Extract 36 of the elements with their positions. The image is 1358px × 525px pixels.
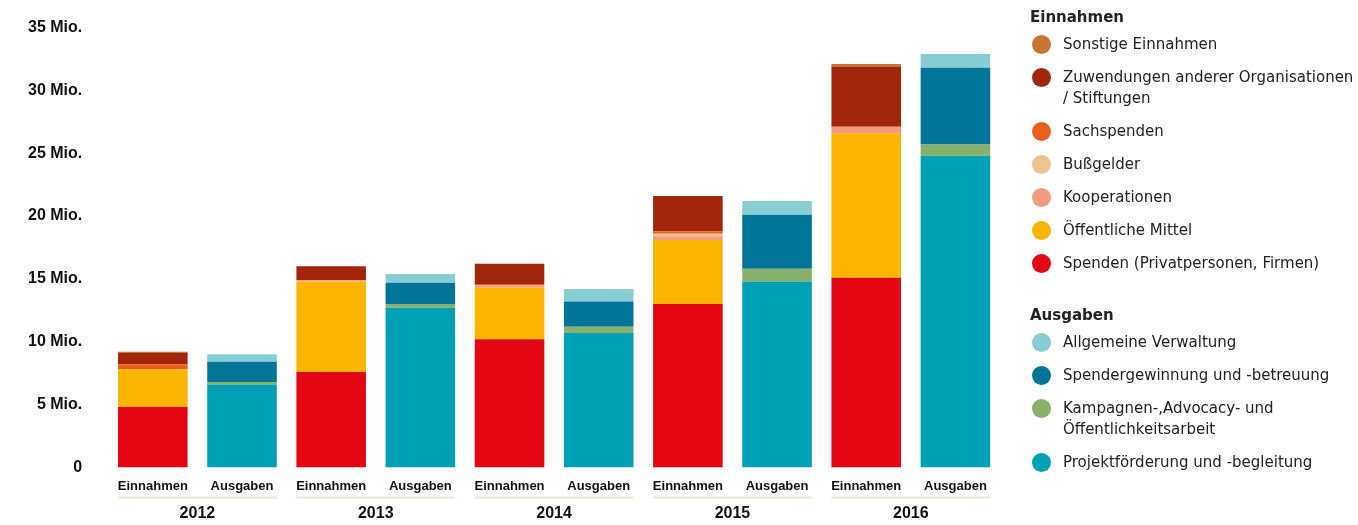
legend-label: Spenden (Privatpersonen, Firmen) (1063, 253, 1320, 274)
x-tick-label: Einnahmen (831, 477, 902, 493)
y-tick-label: 5 Mio. (36, 394, 83, 412)
legend-label: Allgemeine Verwaltung (1063, 332, 1237, 353)
legend-label: Öffentliche Mittel (1063, 220, 1193, 241)
legend-label: Sachspenden (1063, 121, 1164, 142)
text: 2015 (714, 503, 751, 521)
y-tick-label: 0 (73, 457, 83, 475)
x-tick-label: Einnahmen (117, 477, 188, 493)
legend-label: Spendergewinnung und -betreuung (1063, 365, 1330, 386)
x-tick-label: Ausgaben (923, 477, 987, 493)
legend-label: Kampagnen-,Advocacy- und Öffentlichkeitsarbeit (1063, 398, 1275, 440)
text: Einnahmen (1030, 8, 1126, 26)
legend-label: Bußgelder (1063, 154, 1141, 175)
legend-label: Sonstige Einnahmen (1063, 34, 1218, 55)
y-tick-label: 30 Mio. (28, 80, 83, 98)
y-tick-label: 10 Mio. (28, 332, 83, 350)
legend-label: Projektförderung und -begleitung (1063, 452, 1313, 473)
y-tick-label: 25 Mio. (28, 143, 83, 161)
y-tick-label: 35 Mio. (28, 18, 83, 36)
x-tick-label: Einnahmen (474, 477, 545, 493)
x-tick-label: Einnahmen (296, 477, 367, 493)
x-tick-label: Ausgaben (210, 477, 274, 493)
text: 2014 (536, 503, 573, 521)
x-tick-label: Ausgaben (745, 477, 809, 493)
text: 2012 (179, 503, 216, 521)
text: 2013 (357, 503, 394, 521)
y-tick-label: 15 Mio. (28, 269, 83, 287)
x-tick-label: Ausgaben (567, 477, 631, 493)
legend-label: Kooperationen (1063, 187, 1173, 208)
x-tick-label: Ausgaben (388, 477, 452, 493)
y-tick-label: 20 Mio. (28, 206, 83, 224)
text: 2016 (893, 503, 929, 521)
x-tick-label: Einnahmen (652, 477, 723, 493)
text: Ausgaben (1030, 306, 1115, 324)
legend-label: Zuwendungen anderer Organisationen / Stiftungen (1063, 67, 1355, 109)
